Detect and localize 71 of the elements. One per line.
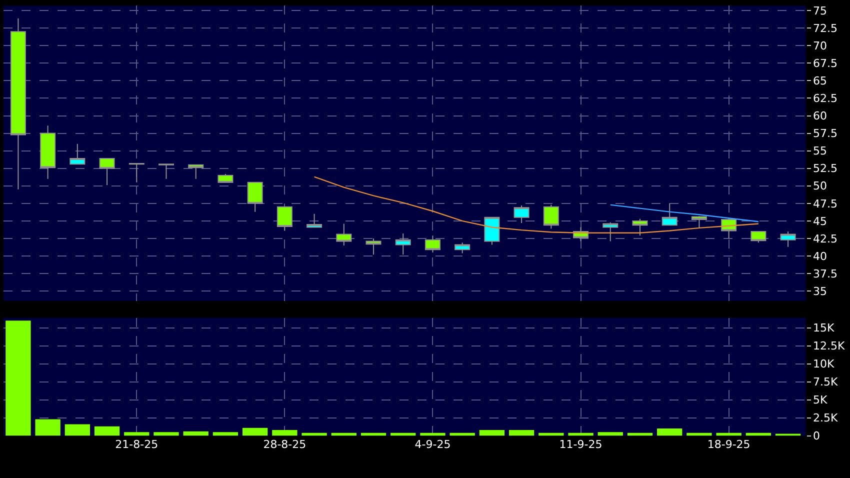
candlestick: [40, 125, 56, 180]
y-tick-label: 5K: [813, 394, 828, 407]
candlestick: [632, 218, 648, 236]
candlestick: [70, 143, 86, 165]
bar: [154, 432, 179, 436]
y-tick-label: 35: [813, 284, 827, 298]
x-tick-label: 21-8-25: [115, 438, 158, 451]
y-tick-label: 45: [813, 214, 827, 228]
x-tick-label: 28-8-25: [263, 438, 306, 451]
bar: [94, 426, 120, 436]
y-tick-label: 15K: [813, 322, 835, 335]
candlestick: [336, 223, 352, 246]
line-series: [610, 204, 760, 222]
bar: [64, 424, 90, 436]
x-tick-label: 4-9-25: [414, 438, 451, 451]
candlestick: [247, 182, 263, 212]
candlestick: [662, 202, 678, 226]
y-tick-label: 52.5: [813, 162, 838, 176]
candlestick: [514, 205, 530, 224]
candlestick: [10, 18, 26, 190]
bar: [124, 432, 150, 436]
candlestick: [395, 233, 411, 256]
y-tick-label: 40: [813, 250, 827, 263]
bar: [479, 430, 505, 436]
bar: [35, 419, 60, 436]
y-tick-label: 2.5K: [813, 412, 838, 425]
y-tick-label: 72.5: [813, 22, 838, 35]
bar: [183, 431, 208, 436]
bar: [598, 432, 623, 436]
candlestick: [602, 222, 618, 242]
y-tick-label: 42.5: [813, 232, 838, 246]
candlestick: [188, 164, 204, 180]
y-tick-label: 67.5: [813, 57, 838, 70]
candlestick: [543, 204, 559, 230]
bar: [272, 430, 298, 436]
y-tick-label: 75: [813, 4, 827, 18]
y-tick-label: 65: [813, 74, 827, 88]
bar: [508, 430, 534, 436]
y-tick-label: 55: [813, 144, 827, 158]
y-tick-label: 62.5: [813, 92, 838, 106]
line-series: [314, 176, 760, 234]
y-tick-label: 47.5: [813, 197, 838, 210]
y-tick-label: 7.5K: [813, 376, 838, 389]
candlestick: [218, 173, 234, 183]
candlestick: [750, 230, 766, 244]
candlestick: [306, 213, 322, 228]
y-tick-label: 12.5K: [813, 340, 846, 353]
y-tick-label: 10K: [813, 358, 835, 371]
candlestick: [158, 164, 174, 180]
candlestick: [128, 162, 144, 183]
candlestick: [276, 206, 292, 232]
candlestick: [99, 158, 115, 186]
candlestick: [424, 235, 440, 253]
bar: [212, 432, 238, 436]
x-tick-label: 18-9-25: [707, 438, 750, 451]
y-tick-label: 0: [813, 430, 820, 443]
bar: [657, 428, 682, 436]
candlestick: [454, 242, 470, 254]
candlestick: [484, 216, 500, 246]
bar: [242, 428, 268, 436]
bar: [6, 320, 31, 436]
y-tick-label: 50: [813, 180, 827, 193]
y-tick-label: 60: [813, 110, 827, 123]
y-tick-label: 57.5: [813, 127, 838, 140]
candlestick: [691, 216, 707, 228]
y-tick-label: 37.5: [813, 267, 838, 280]
x-tick-label: 11-9-25: [559, 438, 602, 451]
y-tick-label: 70: [813, 40, 827, 53]
candlestick: [366, 238, 382, 256]
candlestick: [780, 230, 796, 248]
candlestick: [721, 218, 737, 239]
